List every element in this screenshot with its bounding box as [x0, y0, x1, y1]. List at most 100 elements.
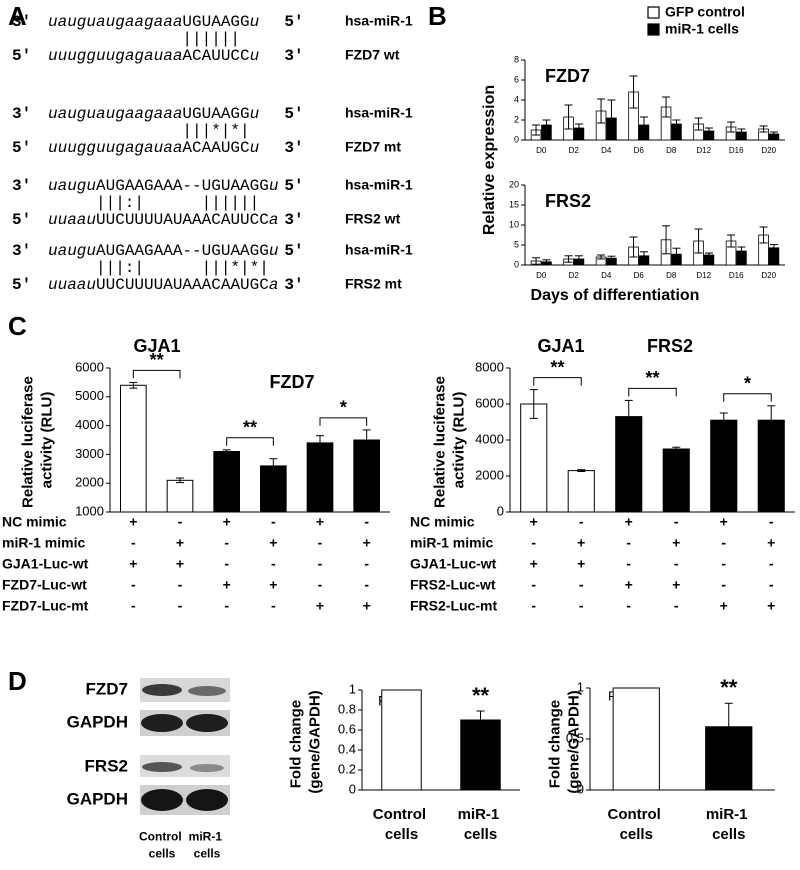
bar — [612, 687, 660, 791]
y-axis-label: Relative expression — [481, 85, 498, 235]
error-bar — [597, 98, 606, 124]
significance-bracket — [628, 387, 677, 397]
condition-sign: - — [769, 577, 774, 593]
error-bar — [607, 99, 616, 137]
condition-name: miR-1 mimic — [410, 535, 493, 551]
base-pairing: |||*|*| — [182, 122, 249, 140]
y-tick-label: 0.2 — [338, 761, 356, 776]
panel-label: C — [8, 311, 27, 341]
error-bar — [704, 252, 713, 258]
prime-end: 5' — [284, 177, 303, 195]
error-bar — [222, 449, 231, 454]
sequence-name: FZD7 wt — [345, 47, 400, 63]
y-tick-label: 6 — [514, 74, 519, 84]
blot-band — [142, 762, 182, 772]
condition-sign: - — [178, 577, 183, 593]
condition-sign: - — [721, 535, 726, 551]
bar — [120, 384, 147, 513]
blot-band — [186, 714, 228, 732]
sequence-name: FRS2 mt — [345, 276, 402, 292]
condition-name: NC mimic — [2, 514, 67, 530]
condition-sign: + — [577, 535, 585, 551]
significance-bracket — [533, 377, 582, 386]
x-tick-label: D20 — [761, 146, 776, 155]
condition-sign: - — [626, 535, 631, 551]
condition-sign: + — [269, 577, 277, 593]
bar — [460, 719, 501, 791]
significance-label: * — [340, 398, 347, 418]
blot-band — [141, 789, 183, 811]
y-tick-label: 2 — [514, 114, 519, 124]
condition-name: FRS2-Luc-mt — [410, 598, 497, 614]
y-tick-label: 4000 — [475, 431, 504, 446]
prime-end: 3' — [12, 242, 31, 260]
condition-sign: - — [674, 556, 679, 572]
significance-bracket — [319, 417, 368, 426]
sequence: uuaauUUCUUUUAUAAACAUUCCa — [48, 211, 278, 229]
condition-name: NC mimic — [410, 514, 475, 530]
y-tick-label: 3000 — [75, 446, 104, 461]
error-bar — [564, 104, 573, 130]
error-bar — [672, 446, 681, 452]
error-bar — [639, 251, 648, 261]
condition-sign: + — [720, 514, 728, 530]
bar — [166, 479, 194, 513]
error-bar — [542, 119, 551, 131]
y-tick-label: 2000 — [475, 467, 504, 482]
y-tick-label: 6000 — [475, 395, 504, 410]
condition-sign: - — [674, 598, 679, 614]
error-bar — [532, 124, 541, 136]
error-bar — [737, 128, 746, 136]
legend-label: miR-1 cells — [665, 21, 739, 37]
error-bar — [672, 247, 681, 261]
prime-end: 3' — [284, 47, 303, 65]
condition-sign: + — [316, 514, 324, 530]
error-bar — [719, 412, 728, 428]
condition-sign: - — [318, 577, 323, 593]
condition-sign: + — [223, 514, 231, 530]
error-bar — [564, 255, 573, 263]
y-tick-label: 0 — [577, 781, 584, 796]
condition-sign: + — [363, 535, 371, 551]
y-tick-label: 0.5 — [566, 730, 584, 745]
x-tick-label: miR-1 cells — [706, 806, 752, 843]
condition-sign: - — [579, 598, 584, 614]
sequence-name: FZD7 mt — [345, 139, 401, 155]
error-bar — [529, 389, 538, 419]
error-bar — [727, 234, 736, 248]
prime-end: 5' — [12, 139, 31, 157]
condition-sign: + — [672, 577, 680, 593]
y-tick-label: 0 — [349, 781, 356, 796]
condition-sign: - — [769, 556, 774, 572]
y-tick-label: 0 — [514, 134, 519, 144]
prime-end: 3' — [284, 276, 303, 294]
panel-label: D — [8, 666, 27, 696]
sequence-name: hsa-miR-1 — [345, 105, 413, 121]
prime-end: 3' — [12, 177, 31, 195]
significance-bracket — [723, 393, 772, 402]
condition-sign: - — [318, 535, 323, 551]
y-tick-label: 1 — [349, 681, 356, 696]
condition-sign: - — [579, 577, 584, 593]
base-pairing: |||||| — [182, 30, 240, 48]
y-tick-label: 8 — [514, 54, 519, 64]
sequence: uuugguugagauaaACAUUCCu — [48, 47, 260, 65]
group-label: GJA1 — [133, 336, 180, 356]
y-tick-label: 1 — [577, 679, 584, 694]
x-tick-label: D4 — [601, 146, 612, 155]
bar — [567, 470, 595, 513]
condition-sign: - — [271, 598, 276, 614]
y-tick-label: 0 — [497, 503, 504, 518]
bar — [757, 419, 785, 513]
condition-name: GJA1-Luc-wt — [410, 556, 497, 572]
condition-sign: - — [131, 535, 136, 551]
y-tick-label: 0.6 — [338, 721, 356, 736]
prime-end: 5' — [12, 211, 31, 229]
sequence: uuugguugagauaaACAAUGCu — [48, 139, 260, 157]
condition-sign: - — [531, 598, 536, 614]
prime-end: 5' — [284, 105, 303, 123]
condition-sign: + — [530, 556, 538, 572]
condition-name: miR-1 mimic — [2, 535, 85, 551]
y-tick-label: 10 — [509, 219, 519, 229]
condition-sign: + — [129, 514, 137, 530]
